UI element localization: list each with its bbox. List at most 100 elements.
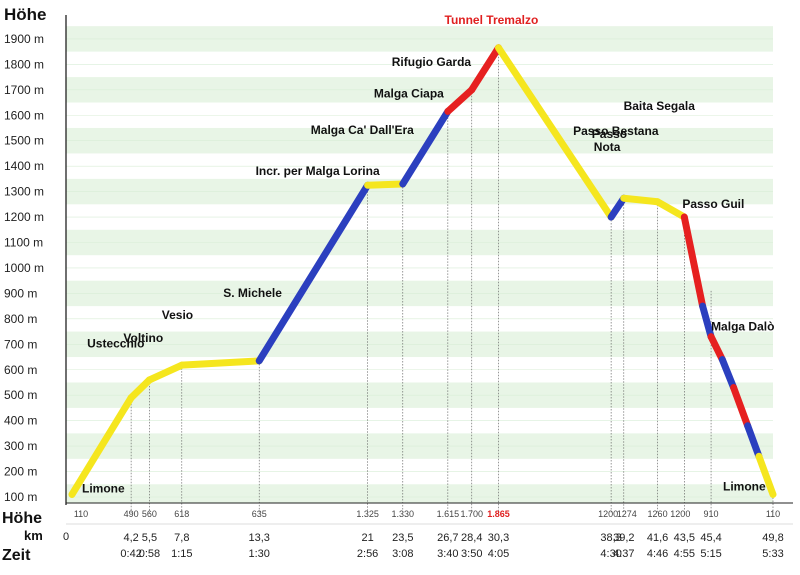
grid-lines [66,38,773,498]
zeit-value: 2:56 [357,548,378,560]
hoehe-value: 1200 [670,509,690,519]
grid-band [66,484,773,503]
place-label: Limone [723,479,766,493]
place-label: Tunnel Tremalzo [445,13,539,27]
hoehe-value: 1.330 [392,509,415,519]
y-tick-label: 200 m [4,465,37,479]
y-tick-label: 1300 m [4,185,44,199]
hoehe-value: 1274 [617,509,637,519]
place-label: Nota [594,140,621,154]
hoehe-value: 618 [174,509,189,519]
station-drop-lines [130,47,774,513]
place-label: Incr. per Malga Lorina [256,164,380,178]
row-label-zeit: Zeit [2,547,31,564]
hoehe-value: 1260 [648,509,668,519]
profile-segment-paved [620,194,662,206]
hoehe-value: 635 [252,509,267,519]
profile-segment-paved [127,376,153,402]
km-value: 23,5 [392,532,413,544]
y-tick-label: 1600 m [4,108,44,122]
profile-segment-offroad [255,181,372,365]
place-label: Ustecchio [87,337,144,351]
row-label-hoehe: Höhe [2,510,42,527]
profile-segment-paved [755,452,777,498]
zeit-value: 4:05 [488,548,509,560]
zeit-value: 4:46 [647,548,668,560]
profile-segment-paved [364,180,407,189]
km-value: 30,3 [488,532,509,544]
zeit-value: 3:08 [392,548,413,560]
hoehe-start-label: 110 [74,509,88,519]
profile-segment-offroad [607,194,628,221]
zeit-value: 1:15 [171,548,192,560]
place-label: S. Michele [223,286,282,300]
profile-segment-steep [680,213,707,310]
km-value: 21 [361,532,373,544]
y-tick-label: 1200 m [4,210,44,224]
place-label: Rifugio Garda [392,55,472,69]
zeit-value: 4:55 [674,548,695,560]
place-label: Baita Segala [624,99,696,113]
zeit-value: 4:30 [600,548,621,560]
km-value: 13,3 [249,532,270,544]
zeit-value: 3:50 [461,548,482,560]
profile-segment-offroad [744,422,763,460]
profile-segment-steep [707,333,726,364]
zeit-value: 5:15 [700,548,721,560]
place-label: Passo Bestana [573,124,659,138]
y-tick-label: 1800 m [4,57,44,71]
profile-segment-offroad [718,356,738,392]
y-tick-label: 400 m [4,414,37,428]
profile-segment-paved [178,357,263,369]
place-label: Limone [82,481,125,495]
hoehe-value: 910 [704,509,719,519]
km-value: 39,2 [613,532,634,544]
hoehe-value: 1.325 [356,509,379,519]
y-tick-label: 1100 m [4,236,43,250]
hoehe-value: 1200 [598,509,618,519]
row-label-km: km [24,528,43,543]
place-label: Passo [592,127,627,141]
km-value: 45,4 [700,532,721,544]
y-axis-title: Höhe [4,5,47,24]
hoehe-value: 490 [124,509,139,519]
place-label: Vesio [162,308,193,322]
km-value: 26,7 [437,532,458,544]
y-tick-label: 1700 m [4,83,44,97]
place-label: Malga Ca' Dall'Era [311,123,414,137]
y-tick-label: 800 m [4,312,37,326]
profile-segment-paved [68,394,135,498]
y-tick-label: 1500 m [4,134,44,148]
hoehe-value: 1.615 [437,509,460,519]
axes [65,15,793,525]
hoehe-value: 1.865 [487,509,510,519]
place-label: Passo Guil [682,197,744,211]
profile-segment-steep [444,86,476,115]
profile-segment-paved [654,198,688,221]
profile-segment-paved [145,361,186,384]
y-tick-label: 1900 m [4,32,44,46]
profile-segment-steep [730,384,752,430]
hoehe-value: 110 [766,509,780,519]
y-tick-label: 1400 m [4,159,44,173]
profile-segment-steep [468,44,503,94]
hoehe-value: 560 [142,509,157,519]
km-value: 49,8 [762,532,783,544]
y-tick-labels: 100 m 200 m 300 m 400 m 500 m 600 m 700 m 800 m… [4,32,44,504]
zeit-value: 3:40 [437,548,458,560]
km-value: 28,4 [461,532,482,544]
y-tick-label: 300 m [4,439,37,453]
y-tick-label: 1000 m [4,261,44,275]
profile-segment-offroad [399,107,452,188]
profile-segment-paved [495,44,615,221]
km-origin-label: 0 [63,531,69,543]
y-tick-label: 900 m [4,286,37,300]
zeit-value: 5:33 [762,548,783,560]
km-value: 41,6 [647,532,668,544]
place-label: Malga Dalò [711,320,774,334]
km-value: 38,3 [600,532,621,544]
zeit-value: 4:37 [613,548,634,560]
